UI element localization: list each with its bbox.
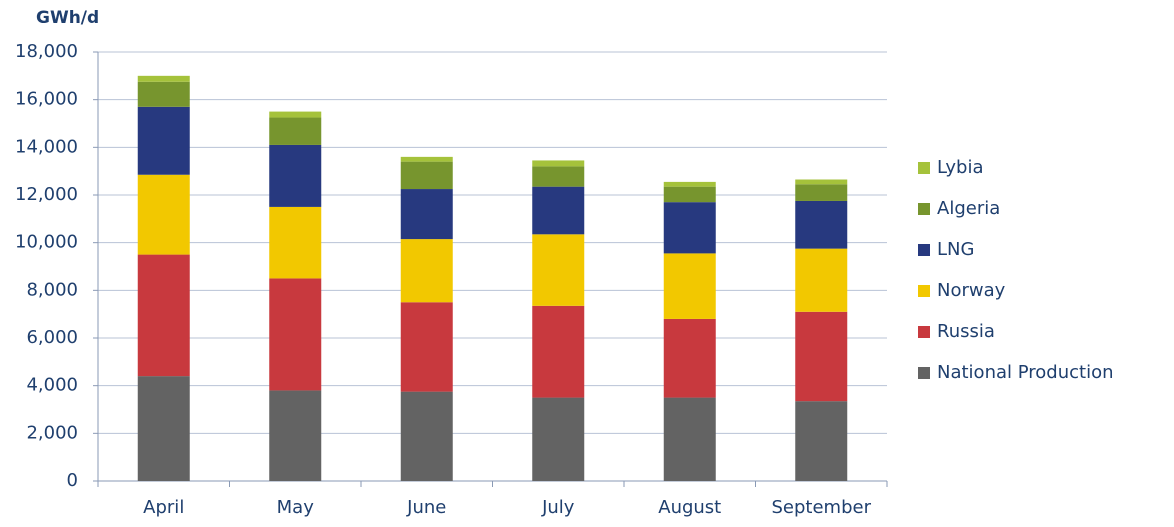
legend-swatch [918, 203, 930, 215]
legend-swatch [918, 244, 930, 256]
y-tick-label: 4,000 [26, 375, 78, 396]
bar-segment [400, 391, 453, 481]
y-tick-label: 10,000 [15, 232, 78, 253]
legend-swatch [918, 162, 930, 174]
bar-segment [795, 248, 848, 312]
y-tick-label: 14,000 [15, 136, 78, 157]
bar-segment [269, 117, 322, 145]
y-tick-label: 6,000 [26, 327, 78, 348]
bar-segment [663, 253, 716, 319]
bar-segment [663, 181, 716, 187]
bar-segment [795, 184, 848, 201]
bar-segment [532, 305, 585, 398]
y-tick-label: 18,000 [15, 41, 78, 62]
bar-segment [269, 144, 322, 207]
legend-label: Norway [937, 280, 1006, 301]
bar-segment [400, 302, 453, 392]
bar-segment [663, 186, 716, 203]
bar-segment [137, 106, 190, 175]
bar-segment [269, 278, 322, 391]
bar-segment [269, 111, 322, 118]
legend-label: National Production [937, 362, 1114, 383]
x-tick-label: May [277, 497, 315, 518]
legend-label: Russia [937, 321, 995, 342]
bar-segment [795, 401, 848, 481]
x-tick-label: July [541, 497, 575, 518]
x-tick-label: April [143, 497, 184, 518]
bar-segment [532, 234, 585, 306]
y-tick-label: 12,000 [15, 184, 78, 205]
bar-segment [532, 397, 585, 481]
y-axis-label: GWh/d [36, 8, 99, 28]
bar-segment [663, 397, 716, 481]
bar-segment [137, 81, 190, 107]
y-tick-label: 0 [67, 470, 78, 491]
bar-segment [400, 161, 453, 190]
legend-label: LNG [937, 239, 974, 260]
bar-segment [137, 75, 190, 82]
bar-segment [137, 174, 190, 255]
bar-segment [532, 186, 585, 235]
legend-swatch [918, 367, 930, 379]
bar-segment [663, 318, 716, 398]
legend-swatch [918, 326, 930, 338]
bar-segment [269, 206, 322, 279]
y-tick-label: 2,000 [26, 422, 78, 443]
bar-segment [532, 160, 585, 167]
x-tick-label: June [406, 497, 446, 518]
bar-segment [532, 166, 585, 187]
legend-swatch [918, 285, 930, 297]
x-tick-label: August [658, 497, 721, 518]
x-tick-label: September [772, 497, 872, 518]
bar-segment [400, 239, 453, 303]
bar-segment [137, 376, 190, 481]
bar-segment [795, 200, 848, 249]
bar-segment [795, 179, 848, 185]
bar-segment [795, 311, 848, 402]
y-tick-label: 16,000 [15, 89, 78, 110]
y-tick-label: 8,000 [26, 279, 78, 300]
bar-segment [663, 202, 716, 254]
legend-label: Lybia [937, 157, 984, 178]
bar-segment [400, 189, 453, 240]
bar-segment [137, 254, 190, 377]
bar-segment [269, 390, 322, 481]
legend-label: Algeria [937, 198, 1000, 219]
bar-segment [400, 156, 453, 162]
